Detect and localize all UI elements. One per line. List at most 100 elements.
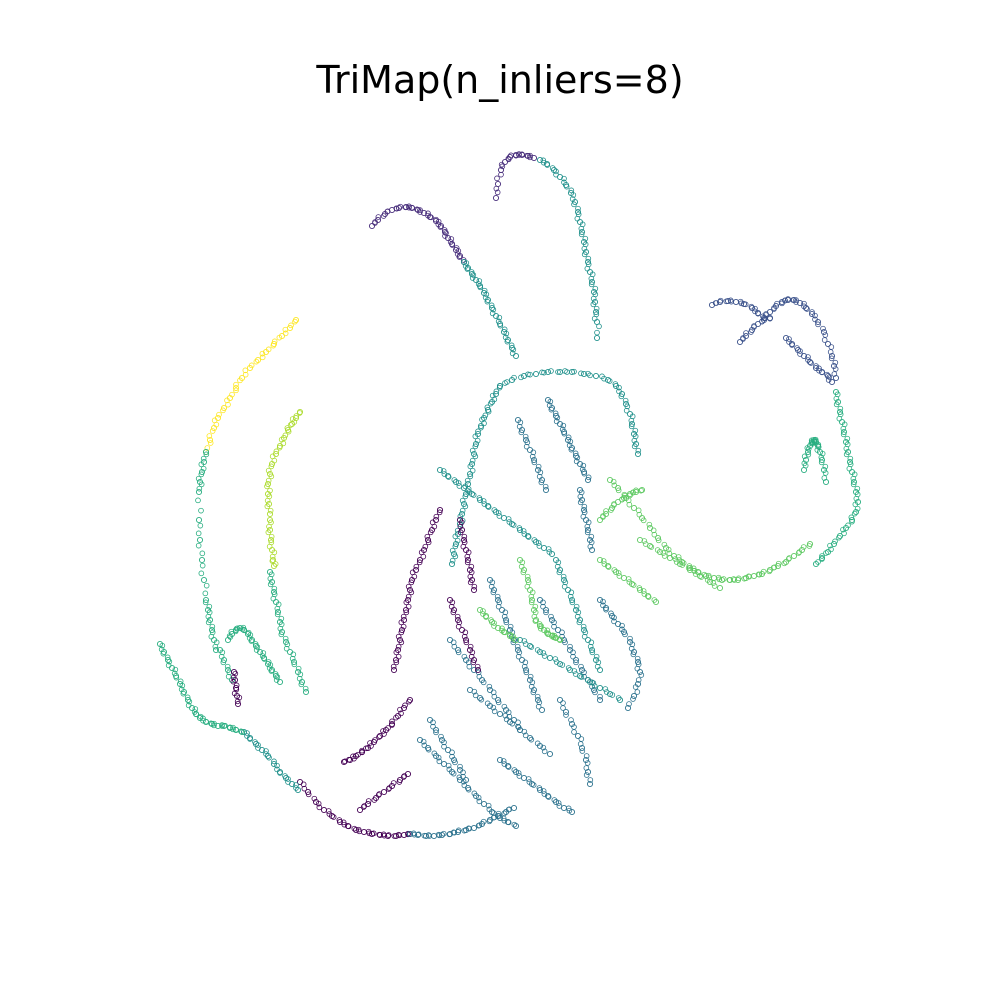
scatter-point (274, 605, 281, 612)
scatter-point (536, 786, 544, 794)
scatter-point (404, 770, 412, 778)
scatter-point (525, 534, 532, 540)
scatter-point (446, 636, 454, 644)
scatter-point (543, 609, 549, 616)
scatter-point (397, 706, 403, 713)
scatter-point (720, 576, 727, 582)
scatter-point (539, 369, 545, 376)
scatter-point (409, 204, 415, 211)
scatter-point (292, 316, 300, 324)
scatter-point (554, 414, 561, 421)
scatter-point (500, 514, 508, 522)
scatter-point (247, 632, 254, 638)
scatter-point (755, 310, 761, 317)
scatter-point (516, 152, 522, 158)
scatter-point (587, 372, 593, 379)
scatter-point (325, 808, 332, 814)
scatter-point (216, 411, 222, 418)
scatter-point (512, 151, 520, 159)
scatter-series-46 (552, 556, 604, 674)
scatter-point (571, 368, 577, 375)
scatter-point (486, 686, 494, 694)
scatter-point (584, 258, 592, 266)
scatter-point (590, 301, 597, 308)
scatter-point (461, 533, 468, 540)
scatter-point (461, 653, 468, 660)
scatter-point (272, 561, 279, 567)
scatter-point (662, 544, 670, 552)
scatter-point (291, 661, 298, 668)
scatter-point (441, 739, 447, 746)
scatter-point (582, 235, 589, 242)
scatter-point (809, 309, 815, 315)
scatter-point (494, 812, 502, 820)
scatter-point (491, 693, 498, 700)
scatter-point (819, 369, 825, 376)
scatter-point (477, 284, 484, 291)
scatter-point (263, 751, 269, 757)
scatter-point (526, 642, 534, 650)
scatter-point (470, 656, 478, 664)
scatter-point (256, 648, 264, 656)
scatter-point (240, 728, 248, 736)
scatter-point (492, 194, 500, 202)
scatter-point (471, 688, 478, 695)
scatter-point (630, 651, 637, 658)
scatter-point (276, 444, 283, 451)
scatter-point (822, 463, 829, 470)
scatter-point (742, 301, 749, 308)
scatter-point (462, 493, 469, 500)
scatter-point (494, 189, 501, 196)
scatter-point (365, 798, 372, 804)
scatter-point (512, 352, 520, 360)
scatter-point (560, 700, 566, 706)
scatter-point (302, 688, 310, 696)
scatter-point (581, 669, 587, 676)
scatter-point (430, 719, 436, 726)
scatter-point (632, 684, 639, 690)
scatter-point (710, 580, 717, 586)
scatter-point (408, 576, 416, 584)
scatter-point (775, 560, 782, 567)
scatter-point (826, 374, 833, 380)
scatter-point (242, 371, 249, 378)
scatter-point (606, 378, 613, 384)
scatter-point (234, 700, 242, 708)
scatter-point (512, 822, 520, 830)
scatter-point (623, 407, 630, 414)
scatter-point (233, 381, 239, 388)
scatter-series-1 (460, 258, 520, 360)
scatter-point (532, 618, 539, 624)
scatter-point (819, 450, 826, 457)
scatter-point (289, 655, 296, 662)
scatter-point (805, 446, 812, 452)
scatter-point (520, 528, 527, 534)
scatter-series-5 (736, 314, 774, 346)
scatter-point (494, 593, 501, 600)
scatter-point (364, 800, 372, 808)
scatter-point (467, 463, 474, 470)
scatter-point (666, 554, 674, 562)
scatter-point (515, 723, 521, 730)
scatter-point (455, 623, 462, 630)
scatter-point (398, 626, 406, 634)
scatter-point (494, 624, 502, 632)
scatter-point (472, 443, 479, 450)
scatter-point (445, 762, 452, 769)
scatter-point (507, 623, 514, 630)
scatter-point (593, 334, 601, 342)
scatter-point (820, 328, 828, 336)
scatter-point (528, 736, 535, 743)
scatter-point (467, 643, 474, 650)
scatter-point (441, 228, 449, 236)
scatter-point (540, 788, 547, 794)
scatter-point (528, 599, 535, 606)
scatter-point (654, 534, 662, 542)
scatter-point (436, 506, 444, 514)
scatter-point (469, 457, 476, 464)
scatter-point (298, 681, 305, 688)
scatter-point (563, 183, 570, 190)
scatter-point (801, 453, 808, 460)
scatter-point (395, 643, 402, 650)
scatter-point (474, 666, 482, 674)
